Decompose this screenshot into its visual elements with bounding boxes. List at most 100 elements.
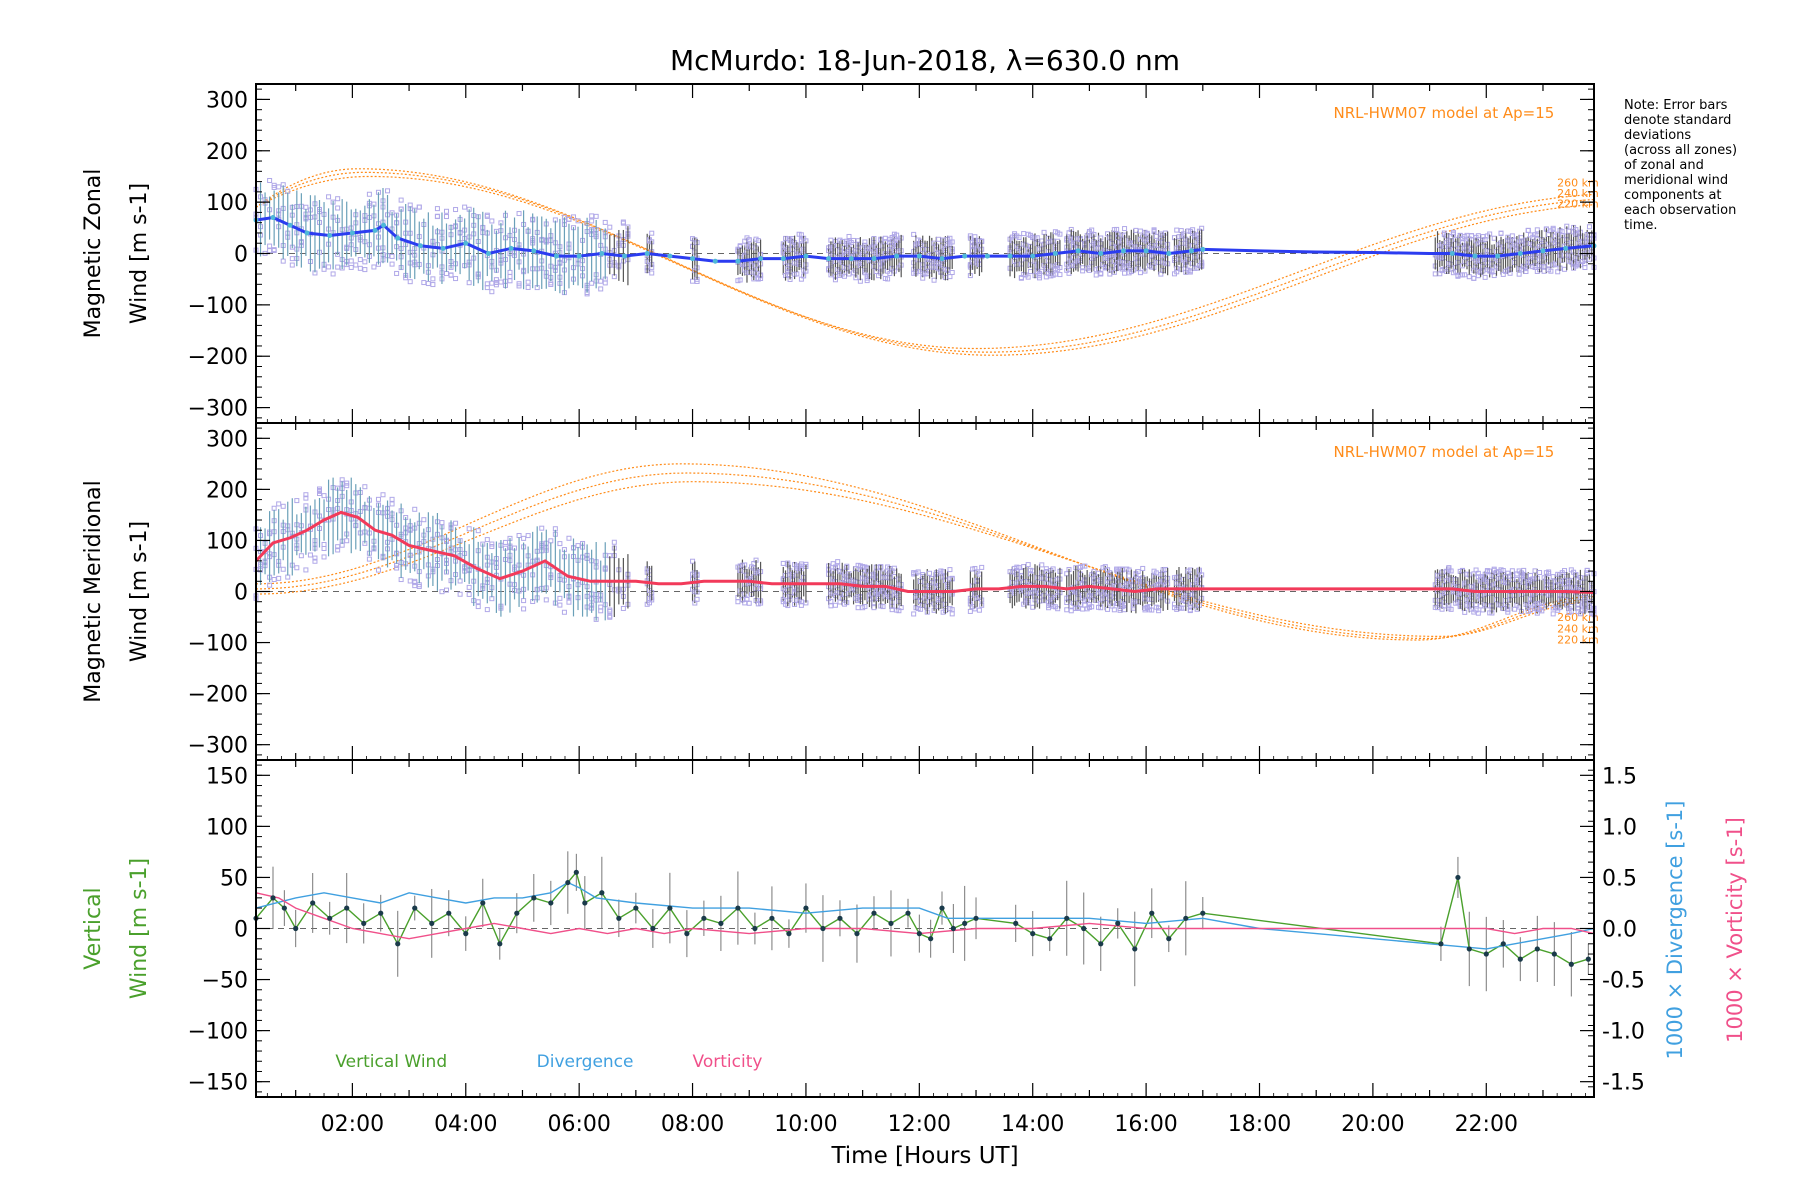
vertical-wind-point xyxy=(962,920,968,926)
vertical-wind-point xyxy=(939,905,945,911)
zone-wind-point xyxy=(620,219,626,225)
zone-wind-point xyxy=(1534,227,1540,233)
zone-wind-point xyxy=(1582,265,1588,271)
vertical-wind-point xyxy=(769,915,775,921)
zonal-wind-point xyxy=(327,233,333,239)
zone-wind-point xyxy=(344,480,350,486)
zone-wind-point xyxy=(1187,269,1193,275)
zonal-wind-point xyxy=(349,230,355,236)
zone-wind-point xyxy=(280,258,286,264)
zone-wind-point xyxy=(375,496,381,502)
zone-wind-point xyxy=(1052,271,1058,277)
zonal-wind-point xyxy=(667,253,673,259)
zone-wind-point xyxy=(385,188,391,194)
vertical-wind-point xyxy=(1013,920,1019,926)
zone-wind-point xyxy=(1025,274,1031,280)
y-tick-label: 200 xyxy=(206,140,248,165)
zone-wind-point xyxy=(443,214,449,220)
zone-wind-point xyxy=(326,194,332,200)
zone-wind-point xyxy=(357,265,363,271)
zone-wind-point xyxy=(1021,564,1027,570)
y-axis-label: Magnetic Meridional xyxy=(81,480,106,702)
zone-wind-point xyxy=(398,577,404,583)
zone-wind-point xyxy=(1550,225,1556,231)
zone-wind-point xyxy=(1187,608,1193,614)
zone-wind-point xyxy=(561,609,567,615)
y-tick-label: −150 xyxy=(188,1071,248,1096)
zonal-wind-point xyxy=(712,258,718,264)
zone-wind-point xyxy=(1482,274,1488,280)
vertical-wind-point xyxy=(480,900,486,906)
zone-wind-point xyxy=(398,197,404,203)
meridional-wind-line xyxy=(254,510,1595,594)
zone-wind-point xyxy=(421,280,427,286)
zone-wind-point xyxy=(1548,268,1554,274)
zonal-wind-point xyxy=(531,248,537,254)
zone-wind-point xyxy=(1491,235,1497,241)
zone-wind-point xyxy=(1153,233,1159,239)
zone-wind-point xyxy=(1057,231,1063,237)
zonal-wind-point xyxy=(287,222,293,228)
zonal-wind-point xyxy=(1143,248,1149,254)
vertical-wind-point xyxy=(310,900,316,906)
series-vertical-wind xyxy=(255,870,1589,965)
zone-wind-point xyxy=(1140,565,1146,571)
zone-wind-point xyxy=(871,605,877,611)
vertical-wind-point xyxy=(1534,946,1540,952)
note-line: Note: Error bars xyxy=(1624,98,1728,113)
zone-wind-point xyxy=(1516,271,1522,277)
zone-wind-point xyxy=(891,565,897,571)
zone-wind-point xyxy=(557,602,563,608)
zone-wind-point xyxy=(598,278,604,284)
zone-wind-point xyxy=(1562,266,1568,272)
vertical-wind-point xyxy=(752,925,758,932)
y-axis-label: Wind [m s-1] xyxy=(127,858,152,999)
zone-wind-point xyxy=(312,558,318,564)
zone-wind-point xyxy=(307,552,313,558)
zonal-wind-point xyxy=(440,245,446,251)
zone-wind-point xyxy=(543,597,549,603)
zone-wind-point xyxy=(979,564,985,570)
zone-wind-point xyxy=(321,266,327,272)
vertical-wind-point xyxy=(1455,874,1461,881)
zone-wind-point xyxy=(1093,272,1099,278)
zone-wind-point xyxy=(1122,226,1128,232)
zone-wind-point xyxy=(1498,230,1504,236)
y-tick-label: 300 xyxy=(206,88,248,113)
zone-wind-point xyxy=(443,271,449,277)
divergence-axis-label: 1000 × Divergence [s-1] xyxy=(1663,801,1687,1060)
zone-wind-point xyxy=(412,578,418,584)
zone-wind-point xyxy=(746,600,752,606)
zone-wind-point xyxy=(453,276,459,282)
zone-wind-point xyxy=(348,264,354,270)
vertical-wind-point xyxy=(854,931,860,937)
note-line: (across all zones) xyxy=(1624,143,1738,158)
vertical-wind-point xyxy=(582,900,588,906)
zone-wind-point xyxy=(1068,608,1074,614)
zonal-wind-point xyxy=(962,253,968,259)
zone-wind-point xyxy=(1114,226,1120,232)
zone-wind-point xyxy=(516,211,522,217)
vertical-wind-point xyxy=(429,920,435,926)
zone-wind-point xyxy=(267,177,273,183)
zone-wind-point xyxy=(466,584,472,590)
zone-wind-point xyxy=(1539,608,1545,614)
note-line: each observation xyxy=(1624,203,1737,218)
zone-wind-point xyxy=(502,539,508,545)
zone-wind-point xyxy=(312,555,318,561)
note-line: denote standard xyxy=(1624,113,1732,128)
vertical-wind-point xyxy=(616,915,622,921)
zone-wind-point xyxy=(516,281,522,287)
vertical-wind-point xyxy=(1500,941,1506,947)
zone-wind-point xyxy=(362,259,368,265)
zone-wind-point xyxy=(1057,272,1063,278)
zone-wind-point xyxy=(484,281,490,287)
zone-wind-point xyxy=(1432,271,1438,277)
zone-wind-point xyxy=(462,204,468,210)
zone-wind-point xyxy=(443,208,449,214)
zone-wind-point xyxy=(394,270,400,276)
y-axis-label: Vertical xyxy=(81,887,106,969)
zone-wind-point xyxy=(489,289,495,295)
zone-wind-point xyxy=(321,493,327,499)
zone-wind-point xyxy=(1043,566,1049,572)
